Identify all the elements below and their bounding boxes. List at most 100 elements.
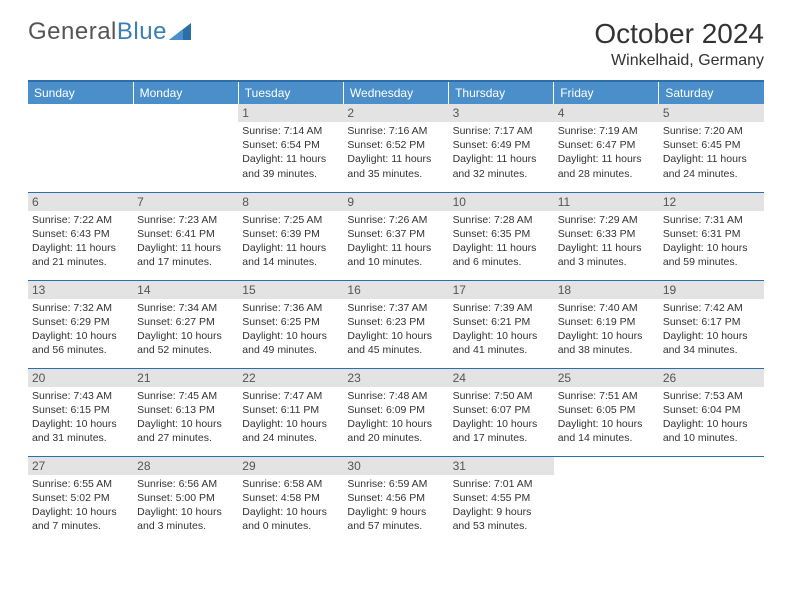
calendar-cell: 8Sunrise: 7:25 AMSunset: 6:39 PMDaylight… bbox=[238, 192, 343, 280]
daylight-line: Daylight: 10 hours and 38 minutes. bbox=[558, 329, 655, 357]
sunrise-line: Sunrise: 7:22 AM bbox=[32, 213, 129, 227]
day-body: Sunrise: 7:29 AMSunset: 6:33 PMDaylight:… bbox=[558, 213, 655, 270]
day-header: Saturday bbox=[659, 82, 764, 104]
calendar-cell: 2Sunrise: 7:16 AMSunset: 6:52 PMDaylight… bbox=[343, 104, 448, 192]
day-number: 27 bbox=[28, 457, 133, 475]
calendar-cell: 23Sunrise: 7:48 AMSunset: 6:09 PMDayligh… bbox=[343, 368, 448, 456]
day-number: 5 bbox=[659, 104, 764, 122]
day-body: Sunrise: 7:23 AMSunset: 6:41 PMDaylight:… bbox=[137, 213, 234, 270]
day-body: Sunrise: 7:25 AMSunset: 6:39 PMDaylight:… bbox=[242, 213, 339, 270]
day-body: Sunrise: 7:40 AMSunset: 6:19 PMDaylight:… bbox=[558, 301, 655, 358]
sunset-line: Sunset: 6:25 PM bbox=[242, 315, 339, 329]
daylight-line: Daylight: 10 hours and 56 minutes. bbox=[32, 329, 129, 357]
sunrise-line: Sunrise: 7:43 AM bbox=[32, 389, 129, 403]
sunset-line: Sunset: 6:52 PM bbox=[347, 138, 444, 152]
sunrise-line: Sunrise: 7:37 AM bbox=[347, 301, 444, 315]
calendar-cell bbox=[659, 456, 764, 544]
daylight-line: Daylight: 11 hours and 35 minutes. bbox=[347, 152, 444, 180]
day-body: Sunrise: 7:47 AMSunset: 6:11 PMDaylight:… bbox=[242, 389, 339, 446]
sunset-line: Sunset: 5:02 PM bbox=[32, 491, 129, 505]
day-number: 9 bbox=[343, 193, 448, 211]
daylight-line: Daylight: 10 hours and 14 minutes. bbox=[558, 417, 655, 445]
sunset-line: Sunset: 6:35 PM bbox=[453, 227, 550, 241]
sunrise-line: Sunrise: 7:25 AM bbox=[242, 213, 339, 227]
calendar-cell: 14Sunrise: 7:34 AMSunset: 6:27 PMDayligh… bbox=[133, 280, 238, 368]
day-body: Sunrise: 7:45 AMSunset: 6:13 PMDaylight:… bbox=[137, 389, 234, 446]
day-body: Sunrise: 6:58 AMSunset: 4:58 PMDaylight:… bbox=[242, 477, 339, 534]
day-body: Sunrise: 7:01 AMSunset: 4:55 PMDaylight:… bbox=[453, 477, 550, 534]
day-number: 18 bbox=[554, 281, 659, 299]
day-number: 10 bbox=[449, 193, 554, 211]
calendar-cell: 3 Sunrise: 7:17 AMSunset: 6:49 PMDaylight… bbox=[449, 104, 554, 192]
day-body: Sunrise: 7:37 AMSunset: 6:23 PMDaylight:… bbox=[347, 301, 444, 358]
daylight-line: Daylight: 10 hours and 3 minutes. bbox=[137, 505, 234, 533]
day-body: Sunrise: 7:16 AMSunset: 6:52 PMDaylight:… bbox=[347, 124, 444, 181]
daylight-line: Daylight: 9 hours and 57 minutes. bbox=[347, 505, 444, 533]
sunrise-line: Sunrise: 6:56 AM bbox=[137, 477, 234, 491]
daylight-line: Daylight: 11 hours and 21 minutes. bbox=[32, 241, 129, 269]
calendar-cell bbox=[133, 104, 238, 192]
daylight-line: Daylight: 11 hours and 6 minutes. bbox=[453, 241, 550, 269]
sunset-line: Sunset: 5:00 PM bbox=[137, 491, 234, 505]
sunrise-line: Sunrise: 6:59 AM bbox=[347, 477, 444, 491]
day-number: 11 bbox=[554, 193, 659, 211]
day-number: 23 bbox=[343, 369, 448, 387]
sunrise-line: Sunrise: 7:16 AM bbox=[347, 124, 444, 138]
brand-part1: General bbox=[28, 18, 117, 46]
brand-logo: GeneralBlue bbox=[28, 18, 191, 46]
daylight-line: Daylight: 10 hours and 49 minutes. bbox=[242, 329, 339, 357]
day-number: 1 bbox=[238, 104, 343, 122]
day-header: Thursday bbox=[449, 82, 554, 104]
calendar-cell: 4Sunrise: 7:19 AMSunset: 6:47 PMDaylight… bbox=[554, 104, 659, 192]
calendar-cell: 30Sunrise: 6:59 AMSunset: 4:56 PMDayligh… bbox=[343, 456, 448, 544]
sunset-line: Sunset: 6:33 PM bbox=[558, 227, 655, 241]
day-number: 25 bbox=[554, 369, 659, 387]
day-number: 24 bbox=[449, 369, 554, 387]
calendar-cell: 16 Sunrise: 7:37 AMSunset: 6:23 PMDayligh… bbox=[343, 280, 448, 368]
sunrise-line: Sunrise: 7:26 AM bbox=[347, 213, 444, 227]
sunrise-line: Sunrise: 7:50 AM bbox=[453, 389, 550, 403]
day-body: Sunrise: 7:17 AMSunset: 6:49 PMDaylight:… bbox=[453, 124, 550, 181]
sunset-line: Sunset: 4:55 PM bbox=[453, 491, 550, 505]
day-body: Sunrise: 7:28 AMSunset: 6:35 PMDaylight:… bbox=[453, 213, 550, 270]
calendar-cell: 1Sunrise: 7:14 AMSunset: 6:54 PMDaylight… bbox=[238, 104, 343, 192]
day-number: 29 bbox=[238, 457, 343, 475]
sunset-line: Sunset: 6:11 PM bbox=[242, 403, 339, 417]
sunrise-line: Sunrise: 7:17 AM bbox=[453, 124, 550, 138]
day-body: Sunrise: 6:55 AMSunset: 5:02 PMDaylight:… bbox=[32, 477, 129, 534]
day-number: 17 bbox=[449, 281, 554, 299]
day-header: Friday bbox=[554, 82, 659, 104]
day-number: 14 bbox=[133, 281, 238, 299]
calendar-cell: 29 Sunrise: 6:58 AMSunset: 4:58 PMDayligh… bbox=[238, 456, 343, 544]
daylight-line: Daylight: 11 hours and 14 minutes. bbox=[242, 241, 339, 269]
day-header: Monday bbox=[133, 82, 238, 104]
daylight-line: Daylight: 11 hours and 32 minutes. bbox=[453, 152, 550, 180]
calendar-cell: 18 Sunrise: 7:40 AMSunset: 6:19 PMDayligh… bbox=[554, 280, 659, 368]
day-number: 16 bbox=[343, 281, 448, 299]
day-body: Sunrise: 7:19 AMSunset: 6:47 PMDaylight:… bbox=[558, 124, 655, 181]
daylight-line: Daylight: 10 hours and 45 minutes. bbox=[347, 329, 444, 357]
daylight-line: Daylight: 10 hours and 31 minutes. bbox=[32, 417, 129, 445]
day-number: 3 bbox=[449, 104, 554, 122]
day-number: 20 bbox=[28, 369, 133, 387]
sunset-line: Sunset: 6:15 PM bbox=[32, 403, 129, 417]
calendar-cell: 19Sunrise: 7:42 AMSunset: 6:17 PMDayligh… bbox=[659, 280, 764, 368]
title-block: October 2024 Winkelhaid, Germany bbox=[594, 18, 764, 70]
day-body: Sunrise: 7:39 AMSunset: 6:21 PMDaylight:… bbox=[453, 301, 550, 358]
day-body: Sunrise: 7:50 AMSunset: 6:07 PMDaylight:… bbox=[453, 389, 550, 446]
sunrise-line: Sunrise: 7:19 AM bbox=[558, 124, 655, 138]
calendar-cell bbox=[554, 456, 659, 544]
day-number: 21 bbox=[133, 369, 238, 387]
day-body: Sunrise: 7:32 AMSunset: 6:29 PMDaylight:… bbox=[32, 301, 129, 358]
day-body: Sunrise: 7:36 AMSunset: 6:25 PMDaylight:… bbox=[242, 301, 339, 358]
calendar-head: SundayMondayTuesdayWednesdayThursdayFrid… bbox=[28, 82, 764, 104]
day-number: 6 bbox=[28, 193, 133, 211]
calendar-cell: 21 Sunrise: 7:45 AMSunset: 6:13 PMDayligh… bbox=[133, 368, 238, 456]
day-body: Sunrise: 6:56 AMSunset: 5:00 PMDaylight:… bbox=[137, 477, 234, 534]
calendar-cell: 10 Sunrise: 7:28 AMSunset: 6:35 PMDayligh… bbox=[449, 192, 554, 280]
day-header: Sunday bbox=[28, 82, 133, 104]
daylight-line: Daylight: 11 hours and 10 minutes. bbox=[347, 241, 444, 269]
sunrise-line: Sunrise: 6:58 AM bbox=[242, 477, 339, 491]
sunrise-line: Sunrise: 7:51 AM bbox=[558, 389, 655, 403]
sunrise-line: Sunrise: 7:28 AM bbox=[453, 213, 550, 227]
